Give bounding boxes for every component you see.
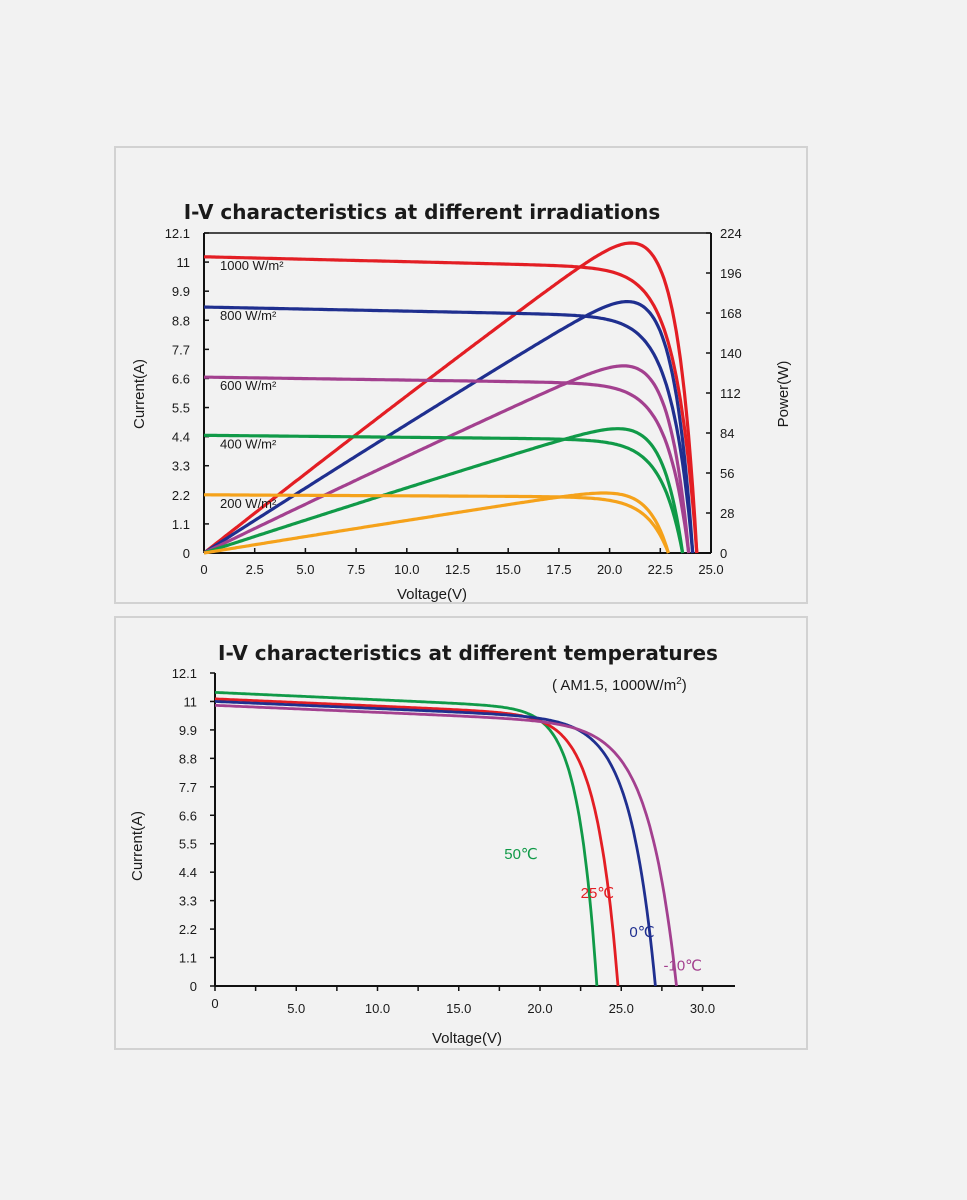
x-tick-label: 30.0 xyxy=(690,1001,715,1016)
series-label-2: 800 W/m² xyxy=(220,308,277,323)
iv-curve-4 xyxy=(204,433,685,554)
y-tick-label: 5.5 xyxy=(179,837,197,852)
x-tick-label: 20.0 xyxy=(597,562,622,577)
series-label-5: 200 W/m² xyxy=(220,496,277,511)
y-tick-label: 2.2 xyxy=(172,488,190,503)
x-tick-label: 7.5 xyxy=(347,562,365,577)
chart-subtitle: ( AM1.5, 1000W/m2) xyxy=(552,676,687,694)
y-tick-label: 9.9 xyxy=(179,723,197,738)
y-tick-label: 4.4 xyxy=(172,430,190,445)
x-tick-label: 10.0 xyxy=(394,562,419,577)
x-tick-label: 5.0 xyxy=(296,562,314,577)
power-curve-5 xyxy=(203,491,670,555)
y-axis-label: Current(A) xyxy=(131,359,148,429)
y-tick-label: 1.1 xyxy=(172,517,190,532)
y2-tick-label: 28 xyxy=(720,506,734,521)
x-tick-label: 25.0 xyxy=(698,562,723,577)
temperature-label-3: 0℃ xyxy=(629,924,654,941)
series-label-1: 1000 W/m² xyxy=(220,258,284,273)
x-axis-label: Voltage(V) xyxy=(432,1030,502,1047)
iv-curve-1 xyxy=(203,255,699,554)
iv-curve-2 xyxy=(215,697,620,987)
y-tick-label: 0 xyxy=(190,979,197,994)
y-axis-label: Current(A) xyxy=(129,811,146,881)
temperature-label-4: -10℃ xyxy=(664,957,703,974)
y2-tick-label: 56 xyxy=(720,466,734,481)
x-tick-label: 0 xyxy=(211,996,218,1011)
x-tick-label: 5.0 xyxy=(287,1001,305,1016)
x-axis-label: Voltage(V) xyxy=(397,586,467,603)
y-tick-label: 5.5 xyxy=(172,401,190,416)
y-tick-label: 3.3 xyxy=(172,459,190,474)
temperature-chart: I-V characteristics at different tempera… xyxy=(129,641,735,1047)
y-tick-label: 7.7 xyxy=(172,342,190,357)
power-curve-2 xyxy=(203,300,695,555)
y2-tick-label: 140 xyxy=(720,346,742,361)
x-tick-label: 25.0 xyxy=(609,1001,634,1016)
irradiation-chart: I-V characteristics at different irradia… xyxy=(131,200,792,603)
temperature-label-1: 50℃ xyxy=(504,846,538,863)
x-tick-label: 22.5 xyxy=(648,562,673,577)
y2-tick-label: 196 xyxy=(720,266,742,281)
y2-tick-label: 0 xyxy=(720,546,727,561)
y2-tick-label: 84 xyxy=(720,426,734,441)
power-curve-3 xyxy=(203,364,691,555)
chart-title: I-V characteristics at different tempera… xyxy=(218,641,718,665)
temperature-chart-panel: I-V characteristics at different tempera… xyxy=(114,616,808,1050)
x-tick-label: 0 xyxy=(200,562,207,577)
y-tick-label: 1.1 xyxy=(179,951,197,966)
y-tick-label: 6.6 xyxy=(179,808,197,823)
x-tick-label: 20.0 xyxy=(527,1001,552,1016)
y-tick-label: 7.7 xyxy=(179,780,197,795)
y-tick-label: 8.8 xyxy=(179,751,197,766)
y2-axis-label: Power(W) xyxy=(775,361,792,428)
series-label-3: 600 W/m² xyxy=(220,378,277,393)
x-tick-label: 15.0 xyxy=(496,562,521,577)
chart-title: I-V characteristics at different irradia… xyxy=(184,200,661,224)
series-label-4: 400 W/m² xyxy=(220,436,277,451)
x-tick-label: 15.0 xyxy=(446,1001,471,1016)
iv-curve-4 xyxy=(214,703,678,987)
y-tick-label: 12.1 xyxy=(172,666,197,681)
y-tick-label: 11 xyxy=(177,255,191,270)
y-tick-label: 4.4 xyxy=(179,865,197,880)
x-tick-label: 12.5 xyxy=(445,562,470,577)
y-tick-label: 3.3 xyxy=(179,894,197,909)
iv-curve-2 xyxy=(203,305,695,554)
y-tick-label: 11 xyxy=(184,694,198,709)
y-tick-label: 2.2 xyxy=(179,922,197,937)
x-tick-label: 10.0 xyxy=(365,1001,390,1016)
y2-tick-label: 224 xyxy=(720,226,742,241)
irradiation-chart-panel: I-V characteristics at different irradia… xyxy=(114,146,808,604)
y-tick-label: 12.1 xyxy=(165,226,190,241)
temperature-label-2: 25℃ xyxy=(581,885,615,902)
x-tick-label: 17.5 xyxy=(546,562,571,577)
y2-tick-label: 168 xyxy=(720,306,742,321)
y-tick-label: 0 xyxy=(183,546,190,561)
y-tick-label: 8.8 xyxy=(172,313,190,328)
y-tick-label: 6.6 xyxy=(172,371,190,386)
iv-curve-3 xyxy=(215,700,657,987)
power-curve-1 xyxy=(203,241,699,555)
iv-curve-5 xyxy=(204,493,670,554)
x-tick-label: 2.5 xyxy=(246,562,264,577)
iv-curve-3 xyxy=(203,375,691,554)
y-tick-label: 9.9 xyxy=(172,284,190,299)
y2-tick-label: 112 xyxy=(720,386,741,401)
power-curve-4 xyxy=(203,427,685,555)
iv-curve-1 xyxy=(214,691,599,987)
